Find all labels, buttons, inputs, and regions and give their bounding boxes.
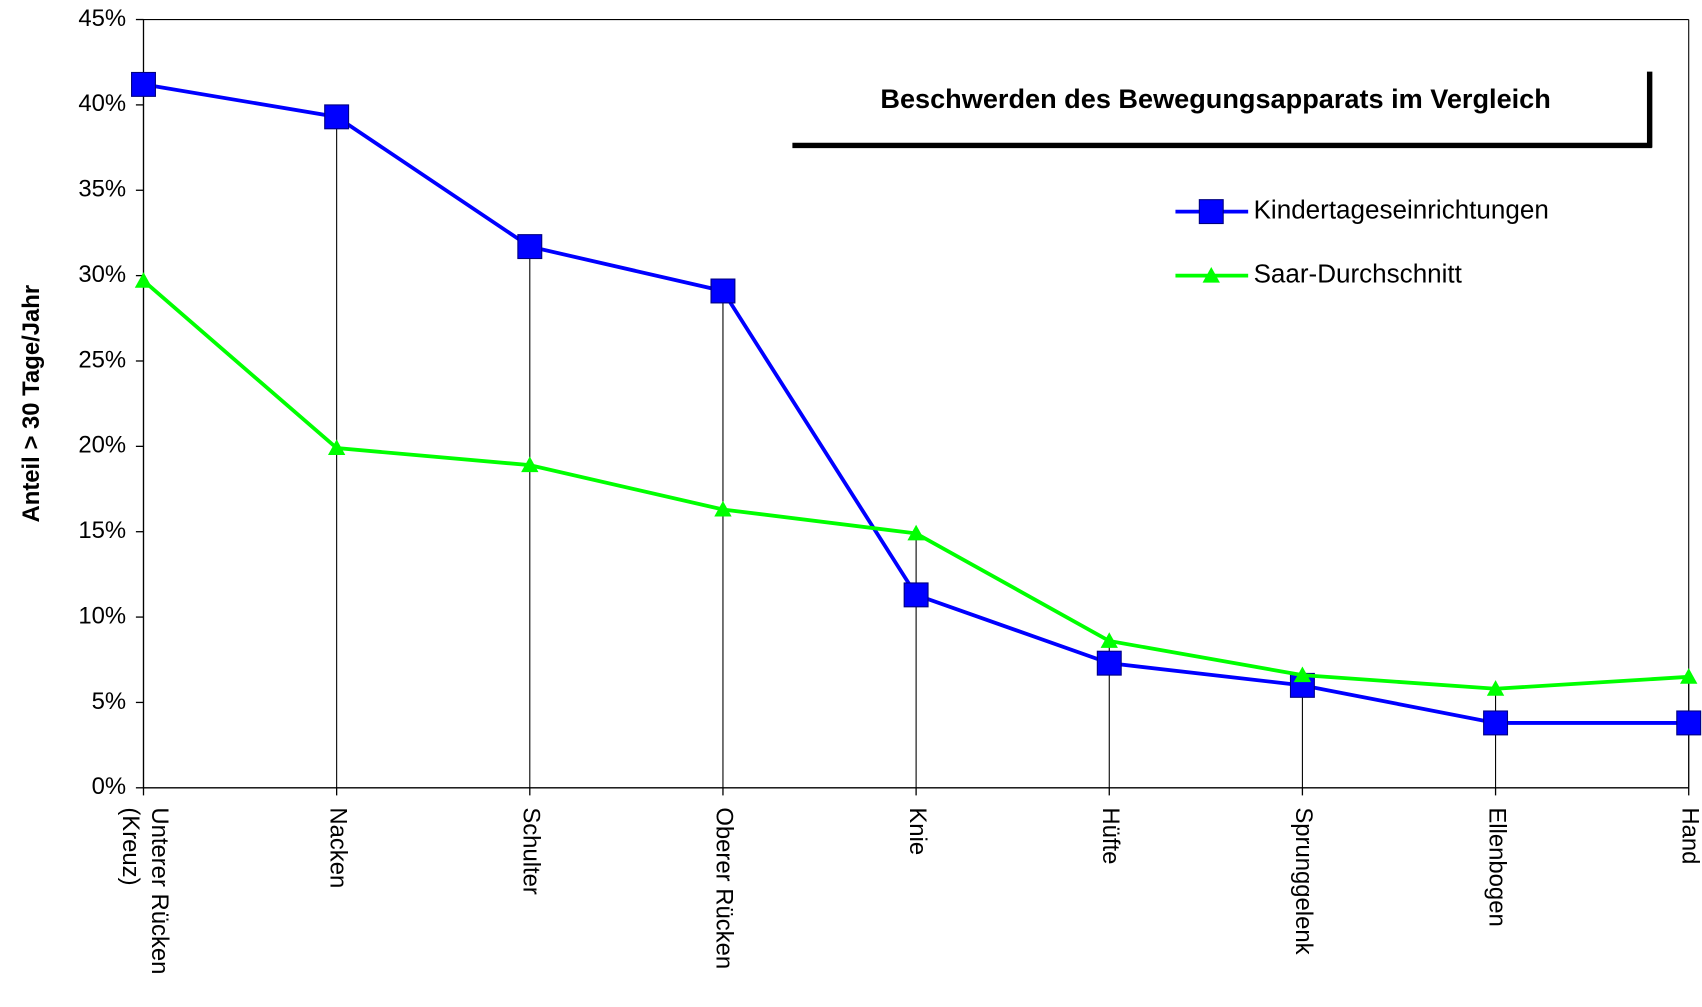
x-tick-label: Hüfte	[1097, 807, 1124, 864]
x-tick-label: Oberer Rücken	[711, 807, 738, 969]
x-tick-label: Unterer Rücken (Kreuz)	[117, 807, 173, 981]
y-tick-label: 40%	[78, 90, 126, 117]
y-tick-label: 5%	[92, 688, 126, 715]
y-tick-label: 35%	[78, 176, 126, 203]
x-tick-label-line: Unterer Rücken	[146, 807, 173, 981]
legend-marker	[1198, 199, 1224, 225]
x-tick-label: Hand	[1676, 807, 1702, 864]
y-tick-label: 30%	[78, 261, 126, 288]
x-tick-label: Nacken	[324, 807, 351, 888]
marker	[131, 71, 156, 97]
y-tick-label: 10%	[78, 602, 126, 629]
x-tick-label: Schulter	[517, 807, 544, 895]
legend-label: Kindertageseinrichtungen	[1254, 194, 1549, 224]
y-tick-label: 20%	[78, 432, 126, 459]
legend-marker	[1202, 266, 1220, 283]
marker	[324, 104, 350, 130]
x-tick-label: Ellenbogen	[1483, 807, 1510, 926]
marker	[1483, 710, 1509, 736]
y-tick-label: 0%	[92, 773, 126, 800]
marker	[710, 278, 736, 304]
x-tick-label: Sprunggelenk	[1290, 807, 1317, 954]
y-tick-label: 45%	[78, 5, 126, 32]
marker	[521, 456, 539, 473]
marker	[1486, 680, 1505, 696]
marker	[1293, 666, 1312, 683]
y-tick-label: 25%	[78, 346, 126, 373]
marker	[1100, 632, 1118, 648]
marker	[327, 439, 346, 456]
marker	[1676, 710, 1702, 736]
legend-label: Saar-Durchschnitt	[1254, 258, 1463, 288]
x-tick-label: Knie	[904, 807, 931, 855]
y-tick-label: 15%	[78, 517, 126, 544]
y-axis-title: Anteil > 30 Tage/Jahr	[18, 285, 45, 523]
marker	[903, 582, 929, 608]
marker	[907, 524, 925, 541]
marker	[517, 234, 543, 260]
marker	[134, 272, 153, 288]
chart-title: Beschwerden des Bewegungsapparats im Ver…	[880, 83, 1550, 114]
marker	[1680, 668, 1698, 684]
x-tick-label-line: (Kreuz)	[117, 807, 144, 885]
marker	[1096, 650, 1122, 676]
marker	[714, 500, 732, 517]
